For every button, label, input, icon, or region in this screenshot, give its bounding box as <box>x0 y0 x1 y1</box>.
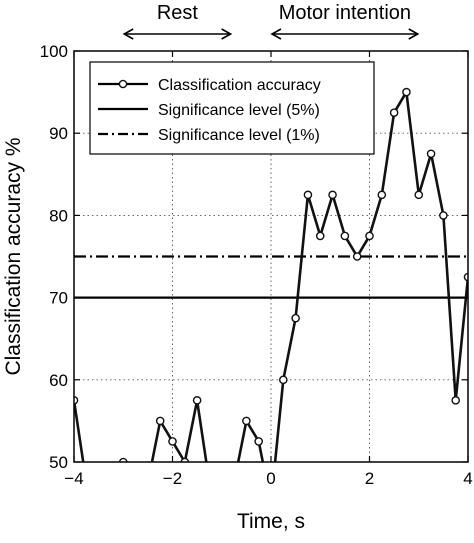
y-tick-label: 50 <box>49 453 68 472</box>
data-point <box>132 479 139 486</box>
ticks <box>73 50 469 463</box>
data-point <box>439 211 448 220</box>
data-point <box>414 190 424 200</box>
y-tick-label: 80 <box>49 206 68 225</box>
data-point <box>83 479 90 486</box>
data-point <box>426 149 436 159</box>
x-tick-label: −2 <box>163 469 182 488</box>
accuracy-line <box>74 90 468 462</box>
annotation-arrow-head <box>270 28 282 40</box>
series-markers <box>74 87 468 507</box>
annotation-arrow-head <box>408 28 420 40</box>
data-point <box>315 231 325 241</box>
data-point <box>303 190 313 200</box>
data-point <box>377 190 387 200</box>
x-tick-label: 2 <box>365 469 374 488</box>
annotation-label: Motor intention <box>279 2 411 24</box>
data-point <box>451 396 460 405</box>
y-tick-label: 90 <box>49 124 68 143</box>
annotation-arrow-head <box>122 28 134 40</box>
data-point <box>107 479 114 486</box>
data-point <box>242 416 251 426</box>
legend-label: Significance level (1%) <box>158 127 320 144</box>
tick-labels: −4 −2 0 2 4 50 60 70 80 90 100 <box>40 42 473 488</box>
annotation-label: Rest <box>157 2 199 24</box>
data-point <box>218 479 225 486</box>
x-tick-label: 0 <box>266 469 275 488</box>
data-point <box>352 252 362 261</box>
legend-label: Classification accuracy <box>158 77 321 94</box>
legend-label: Significance level (5%) <box>158 102 320 119</box>
data-point <box>402 87 411 97</box>
data-point <box>267 500 274 507</box>
x-tick-label: −4 <box>64 469 83 488</box>
threshold-lines <box>74 255 468 299</box>
data-point <box>192 396 202 405</box>
annotation-arrow-head <box>221 28 233 40</box>
y-tick-label: 100 <box>40 42 68 61</box>
data-point <box>365 231 374 241</box>
data-point <box>155 416 165 426</box>
data-point <box>230 479 237 486</box>
data-point <box>254 437 263 446</box>
data-point <box>206 479 213 486</box>
data-point <box>168 437 177 446</box>
y-tick-label: 60 <box>49 371 68 390</box>
legend: Classification accuracy Significance leve… <box>89 61 375 155</box>
data-point <box>144 479 151 486</box>
data-point <box>340 231 350 241</box>
data-point <box>279 375 288 385</box>
data-point <box>291 313 300 323</box>
x-axis-label: Time, s <box>237 510 305 533</box>
data-point <box>328 190 337 200</box>
x-tick-label: 4 <box>463 469 472 488</box>
data-point <box>95 479 102 486</box>
series-line <box>74 90 468 462</box>
y-axis-label: Classification accuracy % <box>2 137 25 375</box>
data-point <box>389 108 399 117</box>
y-tick-label: 70 <box>49 289 68 308</box>
annotations: Rest Motor intention <box>122 2 420 40</box>
legend-marker <box>118 79 128 89</box>
